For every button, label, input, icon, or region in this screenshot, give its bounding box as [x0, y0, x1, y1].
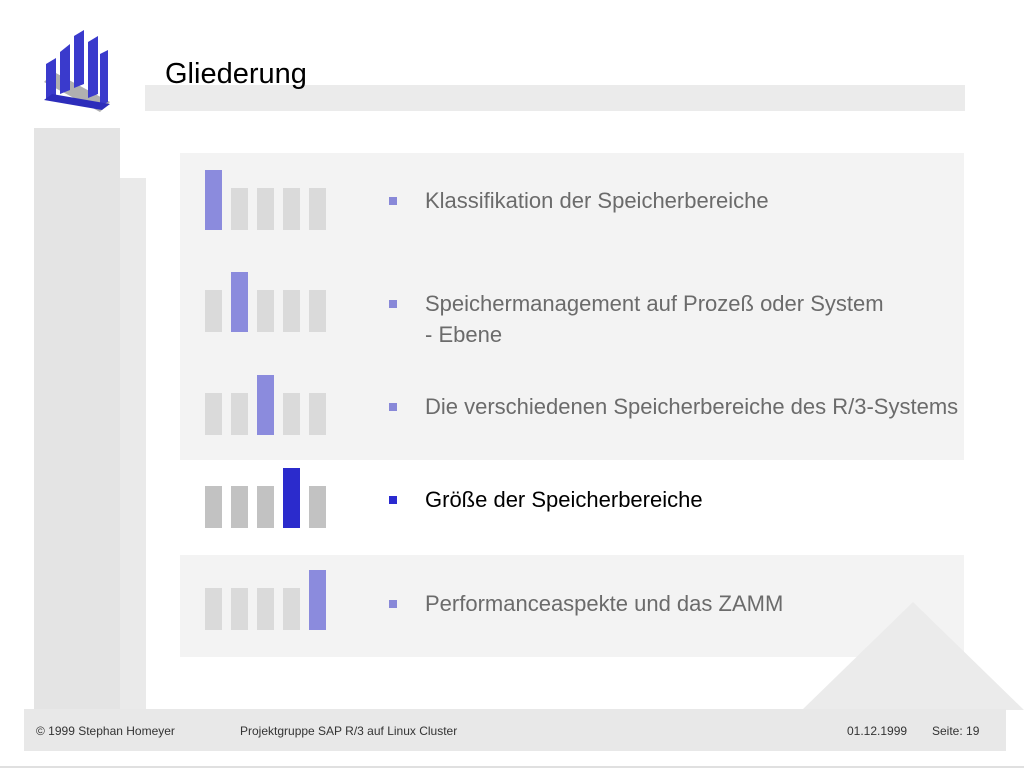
bar — [257, 486, 274, 528]
bar — [205, 588, 222, 630]
bar-active — [231, 272, 248, 332]
bar — [231, 588, 248, 630]
bar — [283, 393, 300, 435]
decorative-column — [34, 128, 120, 710]
progress-bars-icon — [205, 170, 327, 232]
bar — [309, 290, 326, 332]
progress-bars-icon — [205, 375, 327, 437]
bar-active — [309, 570, 326, 630]
footer-date: 01.12.1999 — [847, 724, 908, 738]
university-logo-icon — [44, 30, 110, 112]
bullet-icon — [389, 496, 397, 504]
bullet-icon — [389, 403, 397, 411]
bottom-divider — [0, 766, 1024, 768]
progress-bars-icon — [205, 468, 327, 530]
progress-bars-icon — [205, 272, 327, 334]
bar — [231, 188, 248, 230]
footer-page-number: Seite: 19 — [932, 724, 980, 738]
bar — [283, 290, 300, 332]
progress-bars-icon — [205, 570, 327, 632]
agenda-item-label: Größe der Speicherbereiche — [425, 487, 703, 512]
title-bar — [145, 85, 965, 111]
bar — [205, 486, 222, 528]
agenda-item-label: Die verschiedenen Speicherbereiche des R… — [425, 394, 959, 419]
footer-project: Projektgruppe SAP R/3 auf Linux Cluster — [240, 724, 458, 738]
bar-active — [257, 375, 274, 435]
footer-copyright: © 1999 Stephan Homeyer — [36, 724, 175, 738]
footer: © 1999 Stephan Homeyer Projektgruppe SAP… — [24, 709, 1006, 751]
agenda-item-label: Klassifikation der Speicherbereiche — [425, 188, 769, 213]
bar-active — [205, 170, 222, 230]
bar — [231, 393, 248, 435]
bar — [231, 486, 248, 528]
bullet-icon — [389, 300, 397, 308]
bullet-icon — [389, 600, 397, 608]
agenda-item-label: Speichermanagement auf Prozeß oder Syste… — [425, 291, 884, 347]
bar — [309, 188, 326, 230]
bar — [205, 290, 222, 332]
bar — [205, 393, 222, 435]
bar — [257, 588, 274, 630]
bar — [283, 188, 300, 230]
decorative-column-small — [120, 178, 146, 710]
bullet-icon — [389, 197, 397, 205]
bar-active — [283, 468, 300, 528]
bar — [309, 393, 326, 435]
bar — [283, 588, 300, 630]
bar — [257, 290, 274, 332]
agenda-item-label: Performanceaspekte und das ZAMM — [425, 591, 784, 616]
bar — [257, 188, 274, 230]
page-title: Gliederung — [165, 58, 307, 90]
bar — [309, 486, 326, 528]
